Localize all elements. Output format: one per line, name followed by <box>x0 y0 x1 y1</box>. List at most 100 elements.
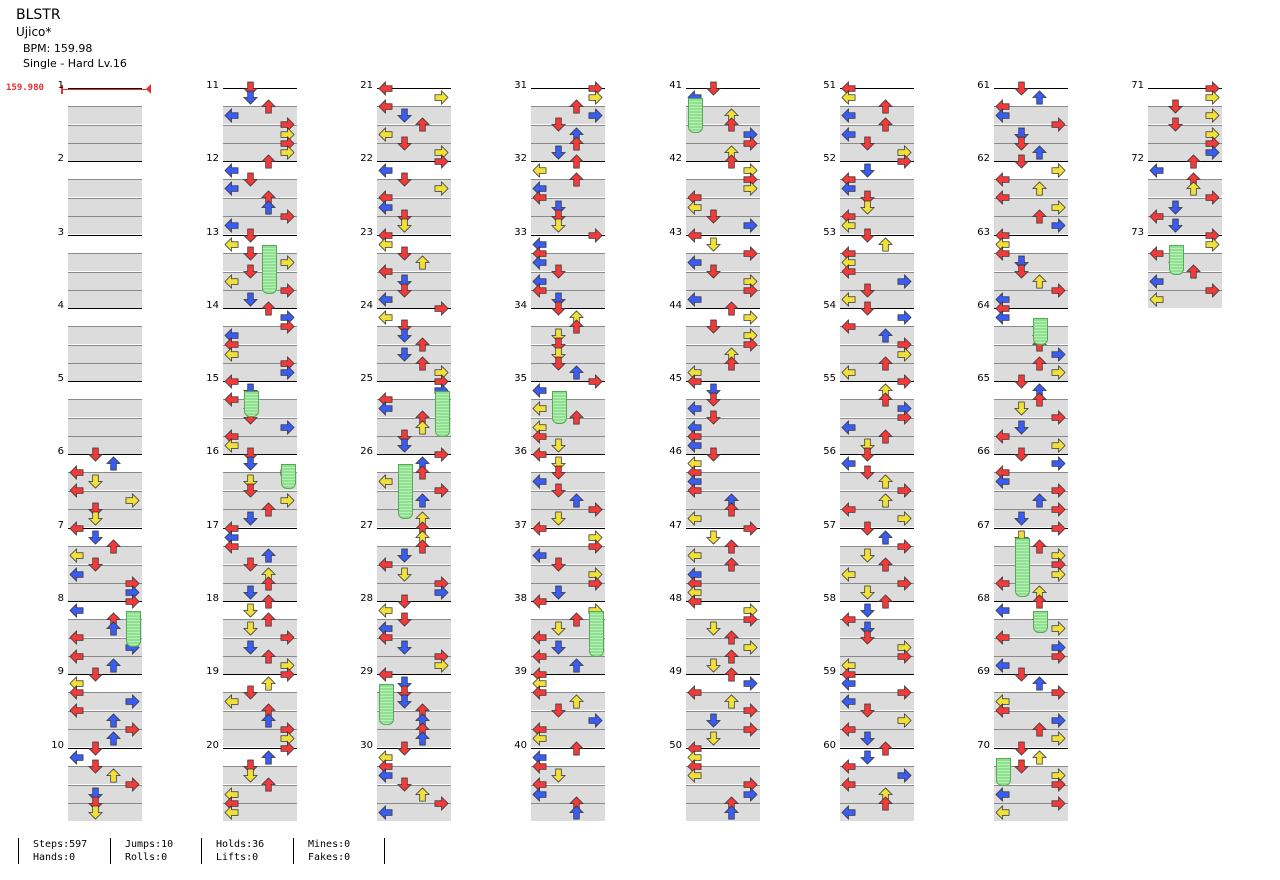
step-arrow-icon <box>1051 217 1066 233</box>
beat-line <box>686 619 760 621</box>
beat-band <box>531 362 605 381</box>
stat-mines: Mines:0 <box>308 839 351 850</box>
beat-line <box>1148 179 1222 181</box>
step-arrow-icon <box>1205 237 1220 253</box>
step-arrow-icon <box>550 483 566 498</box>
beat-band <box>377 106 451 125</box>
measure-line <box>223 88 297 89</box>
measure-number: 37 <box>514 520 527 531</box>
hold-body <box>1033 318 1048 345</box>
beat-band <box>223 728 297 747</box>
step-arrow-icon <box>106 768 121 783</box>
step-arrow-icon <box>280 630 295 646</box>
measure-number: 36 <box>514 446 527 457</box>
beat-line <box>840 124 914 126</box>
beat-line <box>994 179 1068 181</box>
step-arrow-icon <box>1032 539 1047 554</box>
step-arrow-icon <box>995 474 1010 490</box>
step-arrow-icon <box>242 759 258 774</box>
step-arrow-icon <box>242 447 258 462</box>
beat-band <box>686 490 760 509</box>
measure-number: 68 <box>977 593 990 604</box>
beat-band <box>68 271 142 290</box>
beat-line <box>686 142 760 144</box>
step-arrow-icon <box>242 474 258 489</box>
beat-band <box>686 508 760 527</box>
beat-line <box>686 802 760 804</box>
measure <box>223 308 297 381</box>
beat-band <box>68 802 142 821</box>
step-arrow-icon <box>705 209 721 224</box>
beat-band <box>994 362 1068 381</box>
beat-band <box>377 564 451 583</box>
measure-line <box>686 528 760 529</box>
step-arrow-icon <box>434 657 449 673</box>
beat-line <box>223 766 297 768</box>
step-arrow-icon <box>69 630 84 646</box>
measure-number: 2 <box>57 153 64 164</box>
step-arrow-icon <box>280 319 295 335</box>
step-arrow-icon <box>1186 154 1201 169</box>
beat-line <box>994 472 1068 474</box>
step-arrow-icon <box>569 741 584 756</box>
beat-line <box>223 142 297 144</box>
step-arrow-icon <box>1032 273 1047 289</box>
beat-band <box>531 508 605 527</box>
beat-line <box>531 399 605 401</box>
step-arrow-icon <box>396 283 412 298</box>
measure <box>377 381 451 454</box>
beat-band <box>223 124 297 143</box>
measure-number: 63 <box>977 227 990 238</box>
beat-band <box>377 582 451 601</box>
beat-line <box>68 802 142 804</box>
step-arrow-icon <box>1051 346 1066 362</box>
step-arrow-icon <box>415 117 430 132</box>
beat-band <box>686 179 760 198</box>
measure <box>68 308 142 381</box>
step-arrow-icon <box>242 685 258 700</box>
measure-number: 52 <box>823 153 836 164</box>
step-arrow-icon <box>897 648 912 664</box>
measure <box>531 381 605 454</box>
step-arrow-icon <box>261 154 276 169</box>
step-arrow-icon <box>434 447 449 462</box>
step-arrow-icon <box>1205 90 1220 106</box>
beat-band <box>531 344 605 363</box>
beat-band <box>68 435 142 454</box>
beat-band <box>531 289 605 308</box>
step-arrow-icon <box>687 228 702 243</box>
measure <box>686 308 760 381</box>
step-arrow-icon <box>242 292 258 307</box>
measure-line <box>68 454 142 455</box>
beat-band <box>531 655 605 674</box>
step-arrow-icon <box>1051 685 1066 701</box>
beat-band <box>840 289 914 308</box>
beat-band <box>68 344 142 363</box>
measure <box>994 161 1068 234</box>
step-arrow-icon <box>69 566 84 582</box>
step-arrow-icon <box>224 181 239 197</box>
step-arrow-icon <box>87 447 103 462</box>
step-arrow-icon <box>532 594 547 609</box>
step-arrow-icon <box>378 237 393 253</box>
beat-band <box>686 710 760 729</box>
measure-number: 43 <box>669 227 682 238</box>
step-arrow-icon <box>532 474 547 490</box>
step-arrow-icon <box>687 510 702 526</box>
step-arrow-icon <box>897 685 912 701</box>
step-arrow-icon <box>1205 282 1220 298</box>
step-arrow-icon <box>995 108 1010 124</box>
step-arrow-icon <box>69 521 84 536</box>
measure-line <box>686 308 760 309</box>
step-arrow-icon <box>532 383 547 399</box>
beat-line <box>994 197 1068 199</box>
beat-band <box>223 564 297 583</box>
measure <box>840 161 914 234</box>
beat-line <box>68 655 142 657</box>
beat-line <box>68 710 142 712</box>
beat-band <box>994 179 1068 198</box>
hold-body <box>551 391 567 424</box>
step-arrow-icon <box>550 218 566 233</box>
measure-line <box>531 235 605 236</box>
beat-line <box>223 728 297 730</box>
